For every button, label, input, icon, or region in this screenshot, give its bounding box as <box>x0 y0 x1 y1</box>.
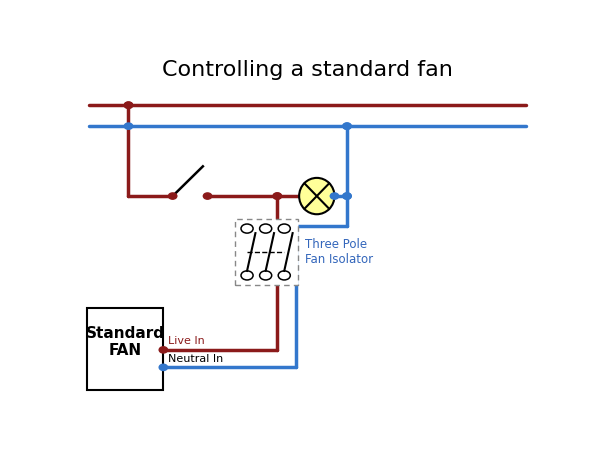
Circle shape <box>330 193 338 199</box>
Circle shape <box>343 123 351 129</box>
Circle shape <box>278 224 290 233</box>
Circle shape <box>273 193 281 199</box>
Circle shape <box>260 271 272 280</box>
Circle shape <box>343 123 351 129</box>
Circle shape <box>159 347 167 353</box>
Circle shape <box>343 193 351 199</box>
Circle shape <box>203 193 212 199</box>
FancyBboxPatch shape <box>235 219 298 285</box>
FancyBboxPatch shape <box>86 308 163 390</box>
Circle shape <box>260 224 272 233</box>
Circle shape <box>124 102 133 109</box>
Circle shape <box>241 224 253 233</box>
Text: Controlling a standard fan: Controlling a standard fan <box>162 60 453 80</box>
Text: Standard
FAN: Standard FAN <box>85 326 164 358</box>
Circle shape <box>159 364 167 370</box>
Circle shape <box>278 271 290 280</box>
Text: Three Pole
Fan Isolator: Three Pole Fan Isolator <box>305 238 373 266</box>
Text: Neutral In: Neutral In <box>168 354 223 364</box>
Circle shape <box>124 123 133 129</box>
Circle shape <box>124 102 133 109</box>
Circle shape <box>169 193 177 199</box>
Circle shape <box>241 271 253 280</box>
Ellipse shape <box>299 178 334 214</box>
Text: Live In: Live In <box>168 336 205 346</box>
Circle shape <box>273 193 281 199</box>
Circle shape <box>343 193 351 199</box>
